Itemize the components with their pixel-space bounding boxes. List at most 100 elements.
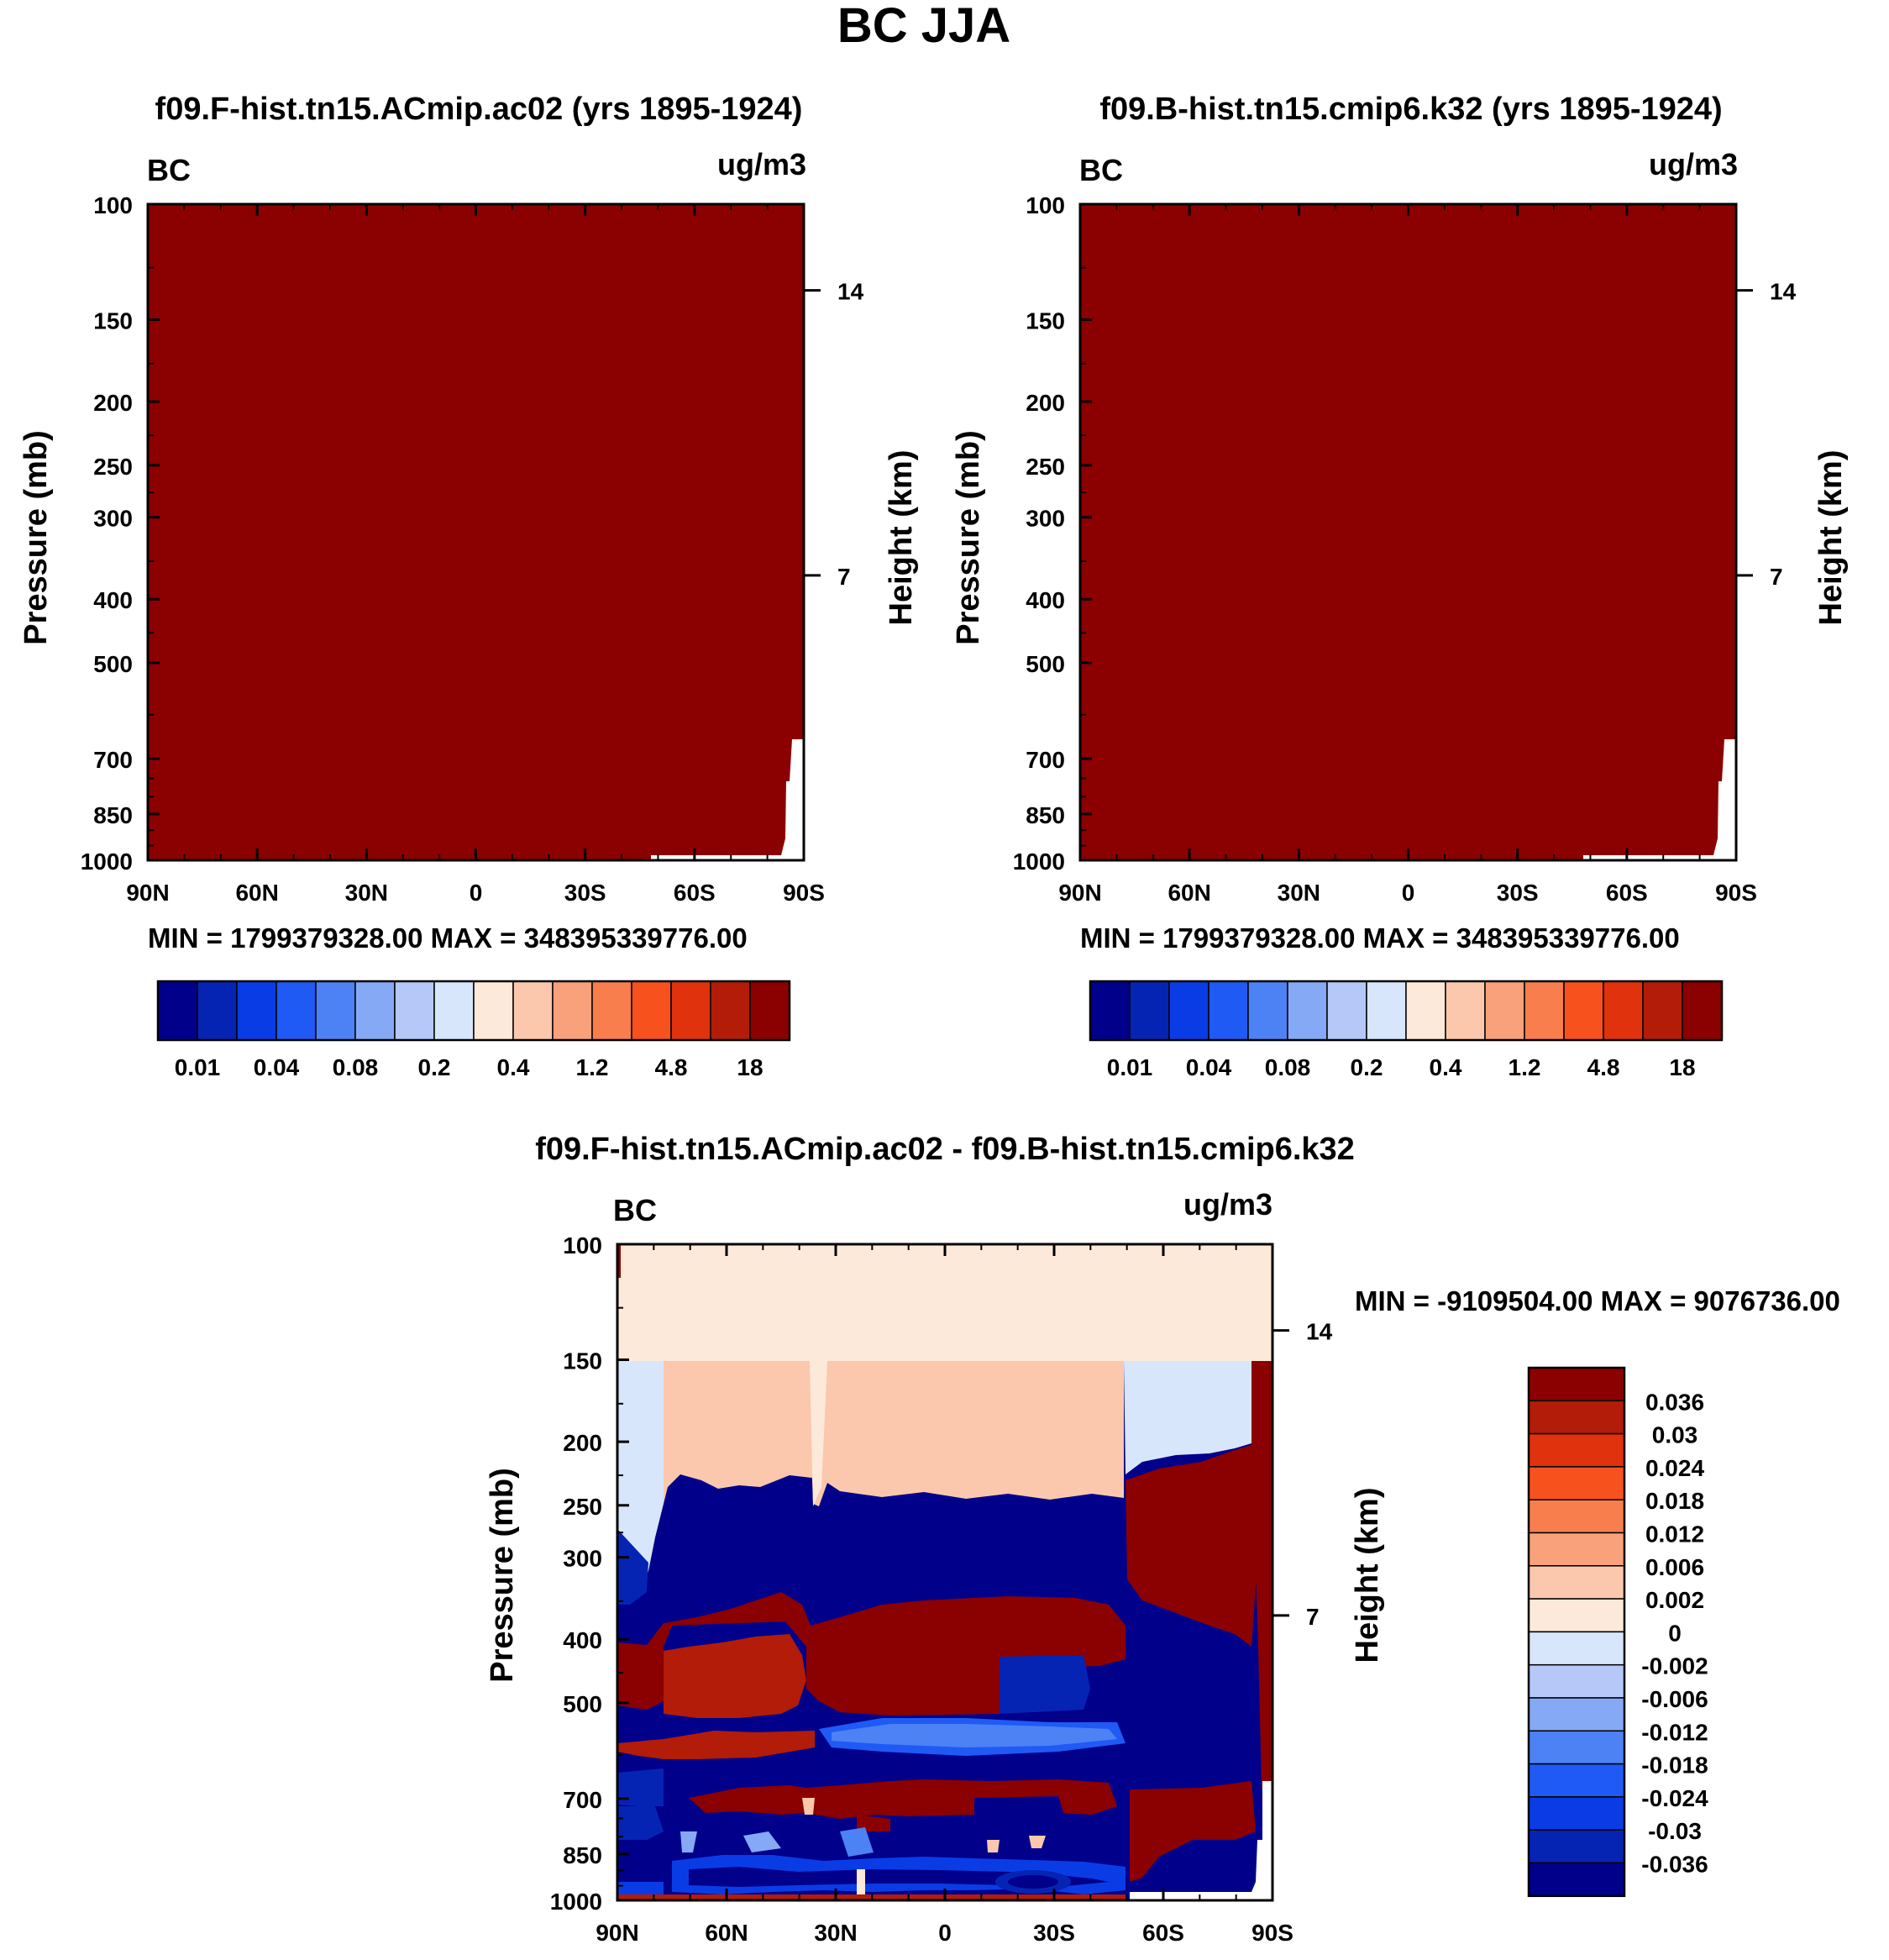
y-tick-label: 850 [93, 802, 133, 828]
y-tick-label: 400 [563, 1627, 602, 1653]
axis-ticks: 100 150 200 250 300 400 500 700 850 1000 14 7 90N 60N… [550, 1232, 1333, 1946]
colorbar-label: -0.024 [1641, 1785, 1708, 1811]
y-tick-label: 100 [1026, 192, 1065, 218]
y-tick-label: 700 [1026, 747, 1065, 773]
units-label: ug/m3 [1649, 147, 1738, 181]
colorbar-label: 0.036 [1645, 1389, 1704, 1415]
x-tick-label: 30N [345, 880, 388, 906]
x-tick-label: 60S [1142, 1920, 1184, 1946]
x-tick-label: 90N [1058, 880, 1101, 906]
colorbar-swatch [1682, 980, 1723, 1041]
colorbar-label: 0.04 [1186, 1054, 1232, 1080]
colorbar-swatch [1603, 980, 1644, 1041]
x-tick-label: 30S [1497, 880, 1539, 906]
colorbar-swatch [1528, 1367, 1625, 1402]
colorbar-swatch [1642, 980, 1683, 1041]
y-tick-label: 200 [93, 390, 133, 416]
colorbar-swatch [1524, 980, 1565, 1041]
colorbar-label: -0.006 [1641, 1686, 1708, 1712]
colorbar-frame [1527, 1366, 1626, 1898]
colorbar-swatch [1528, 1499, 1625, 1534]
x-tick-label: 60S [674, 880, 716, 906]
colorbar-label: 0.002 [1645, 1587, 1704, 1613]
colorbar-label: 0.2 [418, 1054, 451, 1080]
colorbar-swatch [1208, 980, 1249, 1041]
x-tick-label: 30S [564, 880, 606, 906]
colorbar-label: 0.04 [254, 1054, 300, 1080]
panel-title: f09.B-hist.tn15.cmip6.k32 (yrs 1895-1924… [1099, 92, 1722, 127]
colorbar-swatch [157, 980, 198, 1041]
colorbar-swatch [1287, 980, 1328, 1041]
colorbar-swatch [1528, 1862, 1625, 1897]
y-tick-label: 300 [563, 1546, 602, 1572]
colorbar-label: 0.4 [1430, 1054, 1462, 1080]
y-tick-label: 200 [563, 1430, 602, 1456]
region-peach [664, 1361, 1124, 1506]
y-tick-label: 1000 [550, 1889, 602, 1915]
y2-tick-label: 14 [1770, 279, 1797, 305]
colorbar-swatch [315, 980, 356, 1041]
colorbar-swatch [1129, 980, 1170, 1041]
x-tick-label: 90S [1251, 1920, 1293, 1946]
colorbar-swatch [1528, 1763, 1625, 1798]
colorbar-swatch [1528, 1400, 1625, 1435]
colorbar-swatch [1528, 1432, 1625, 1468]
y-tick-label: 300 [93, 506, 133, 532]
region-light-blue-left [617, 1361, 664, 1600]
y-tick-label: 150 [563, 1348, 602, 1374]
y2-tick-label: 14 [837, 279, 864, 305]
colorbar-swatch [1528, 1598, 1625, 1633]
x-tick-label: 60S [1606, 880, 1648, 906]
colorbar-swatch [394, 980, 435, 1041]
variable-label: BC [613, 1193, 657, 1227]
y-tick-label: 700 [563, 1787, 602, 1813]
colorbar-swatch [433, 980, 475, 1041]
colorbar-swatch [354, 980, 396, 1041]
axis-ticks: 100 150 200 250 300 400 500 700 850 1000 14 7 90N 60N… [81, 192, 864, 906]
region-dark-red-right [1126, 1445, 1257, 1647]
y-tick-label: 250 [1026, 454, 1065, 480]
y2-axis-label: Height (km) [1350, 1488, 1385, 1663]
colorbar-swatch [1528, 1466, 1625, 1500]
missing-data-region [1583, 739, 1736, 860]
units-label: ug/m3 [717, 147, 806, 181]
y2-tick-label: 7 [1306, 1604, 1320, 1630]
colorbar-swatch [1528, 1796, 1625, 1831]
y-tick-label: 1000 [81, 849, 133, 875]
x-tick-label: 60N [705, 1920, 748, 1946]
y2-axis-label: Height (km) [884, 450, 919, 626]
colorbar-swatch [197, 980, 238, 1041]
y-tick-label: 400 [1026, 587, 1065, 613]
colorbar-label: -0.03 [1648, 1818, 1702, 1844]
colorbar-label: -0.012 [1641, 1719, 1708, 1745]
y-tick-label: 100 [93, 192, 133, 218]
figure-title: BC JJA [837, 0, 1010, 53]
colorbar-label: 18 [1669, 1054, 1695, 1080]
colorbar-swatch [1528, 1730, 1625, 1765]
y-tick-label: 500 [563, 1691, 602, 1717]
x-tick-label: 30S [1033, 1920, 1075, 1946]
colorbar-swatch [1528, 1631, 1625, 1666]
colorbar-label: 0.01 [1107, 1054, 1153, 1080]
colorbar-swatch [512, 980, 554, 1041]
colorbar-label: 18 [737, 1054, 763, 1080]
colorbar-swatch [1089, 980, 1131, 1041]
y2-tick-label: 7 [1770, 564, 1783, 590]
units-label: ug/m3 [1183, 1187, 1272, 1222]
x-tick-label: 90N [596, 1920, 638, 1946]
region-light-blue-right [1124, 1361, 1251, 1474]
colorbar-swatch [1528, 1663, 1625, 1699]
colorbar-label: 4.8 [655, 1054, 688, 1080]
colorbar-label: -0.036 [1641, 1852, 1708, 1878]
y-axis-label: Pressure (mb) [485, 1468, 520, 1683]
panel-title: f09.F-hist.tn15.ACmip.ac02 (yrs 1895-192… [155, 92, 803, 127]
colorbar-swatch [473, 980, 514, 1041]
difference-field [617, 1244, 1272, 1900]
x-tick-label: 0 [1402, 880, 1415, 906]
colorbar-swatch [1528, 1565, 1625, 1600]
y-tick-label: 200 [1026, 390, 1065, 416]
colorbar-label: 0.012 [1645, 1521, 1704, 1548]
y-tick-label: 250 [563, 1494, 602, 1520]
colorbar-label: 4.8 [1587, 1054, 1620, 1080]
colorbar-label: 0.006 [1645, 1554, 1704, 1580]
